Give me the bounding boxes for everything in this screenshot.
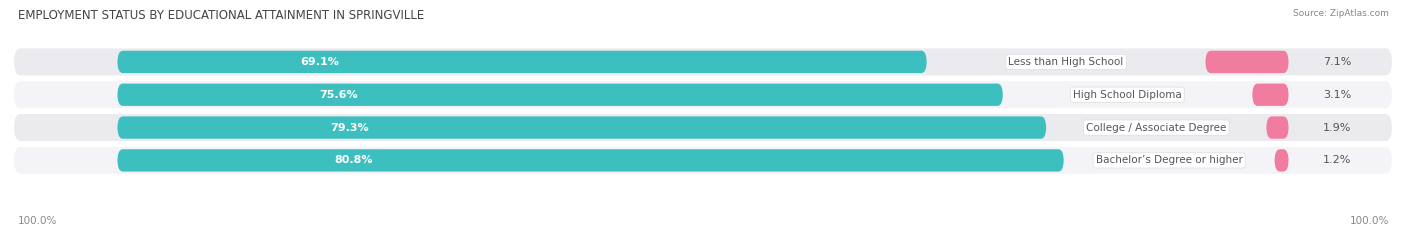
FancyBboxPatch shape [14,48,1392,75]
Text: EMPLOYMENT STATUS BY EDUCATIONAL ATTAINMENT IN SPRINGVILLE: EMPLOYMENT STATUS BY EDUCATIONAL ATTAINM… [18,9,425,22]
Text: 69.1%: 69.1% [301,57,339,67]
Text: 7.1%: 7.1% [1323,57,1351,67]
FancyBboxPatch shape [1253,84,1289,106]
Text: High School Diploma: High School Diploma [1073,90,1182,100]
Text: 3.1%: 3.1% [1323,90,1351,100]
Legend: In Labor Force, Unemployed: In Labor Force, Unemployed [603,232,803,233]
FancyBboxPatch shape [118,116,1046,139]
Text: 79.3%: 79.3% [330,123,368,133]
FancyBboxPatch shape [14,114,1392,141]
Text: 75.6%: 75.6% [319,90,359,100]
Text: 100.0%: 100.0% [18,216,58,226]
Text: 1.2%: 1.2% [1323,155,1351,165]
Text: Less than High School: Less than High School [1008,57,1123,67]
FancyBboxPatch shape [1275,149,1289,171]
FancyBboxPatch shape [118,149,1064,171]
Text: 1.9%: 1.9% [1323,123,1351,133]
Text: 100.0%: 100.0% [1350,216,1389,226]
Text: Bachelor’s Degree or higher: Bachelor’s Degree or higher [1095,155,1243,165]
FancyBboxPatch shape [118,51,927,73]
FancyBboxPatch shape [1205,51,1289,73]
Text: 80.8%: 80.8% [335,155,373,165]
Text: College / Associate Degree: College / Associate Degree [1085,123,1226,133]
FancyBboxPatch shape [118,84,1002,106]
FancyBboxPatch shape [1267,116,1289,139]
FancyBboxPatch shape [14,147,1392,174]
FancyBboxPatch shape [14,81,1392,108]
Text: Source: ZipAtlas.com: Source: ZipAtlas.com [1294,9,1389,18]
